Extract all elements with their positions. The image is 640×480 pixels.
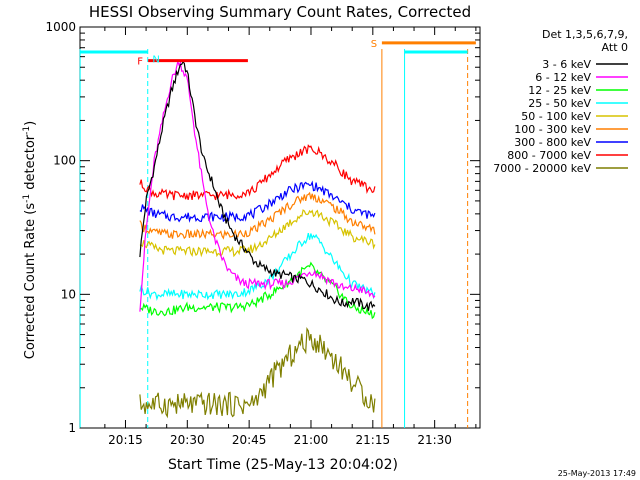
legend-label: 25 - 50 keV: [528, 97, 591, 110]
series-line-100-300-kev: [139, 191, 376, 240]
flag-label: S: [371, 39, 377, 50]
series-line-6-12-kev: [139, 59, 376, 312]
legend-header-line-2: Att 0: [602, 41, 628, 54]
y-axis-label-end: ): [23, 121, 38, 126]
axis-ticks: 20:15 20:30 20:45 21:00 21:15 21:30 1 10 100 1000: [45, 20, 480, 447]
y-axis-label-mid: detector: [23, 134, 38, 194]
x-tick-label: 21:30: [417, 433, 452, 447]
series-line-7000-20000-kev: [139, 327, 376, 419]
series-line-300-800-kev: [139, 180, 376, 223]
chart-title: HESSI Observing Summary Count Rates, Cor…: [89, 3, 471, 21]
legend-label: 300 - 800 keV: [514, 136, 591, 149]
y-axis-label-sup2: -1: [22, 126, 32, 135]
series-line-12-25-kev: [139, 261, 376, 320]
y-tick-label: 10: [61, 287, 76, 301]
legend-label: 50 - 100 keV: [521, 110, 591, 123]
x-tick-label: 21:15: [356, 433, 391, 447]
y-axis-label-sup1: -1: [22, 194, 32, 203]
series-line-3-6-kev: [139, 60, 376, 311]
flag-bars: F N S: [137, 39, 476, 68]
event-markers: [79, 49, 469, 428]
legend-label: 7000 - 20000 keV: [493, 162, 591, 175]
y-tick-label: 100: [53, 154, 76, 168]
y-tick-label: 1000: [45, 20, 76, 34]
flag-label: F: [137, 57, 143, 68]
legend-label: 6 - 12 keV: [535, 71, 591, 84]
x-tick-label: 21:00: [294, 433, 329, 447]
timestamp: 25-May-2013 17:49: [558, 469, 636, 478]
y-axis-label-main: Corrected Count Rate (s: [23, 203, 38, 360]
series-lines: [139, 59, 376, 419]
series-line-50-100-kev: [139, 209, 376, 258]
legend-label: 3 - 6 keV: [542, 58, 591, 71]
series-line-800-7000-kev: [139, 144, 376, 201]
legend-label: 100 - 300 keV: [514, 123, 591, 136]
x-tick-label: 20:45: [232, 433, 267, 447]
legend-label: 12 - 25 keV: [528, 84, 591, 97]
flag-label: N: [152, 55, 159, 66]
legend-header-line-1: Det 1,3,5,6,7,9,: [542, 28, 628, 41]
legend-label: 800 - 7000 keV: [507, 149, 591, 162]
y-axis-label: Corrected Count Rate (s-1 detector-1): [22, 121, 38, 359]
x-tick-label: 20:30: [170, 433, 205, 447]
y-tick-label: 1: [68, 421, 76, 435]
x-axis-label: Start Time (25-May-13 20:04:02): [168, 457, 398, 473]
x-tick-label: 20:15: [108, 433, 143, 447]
